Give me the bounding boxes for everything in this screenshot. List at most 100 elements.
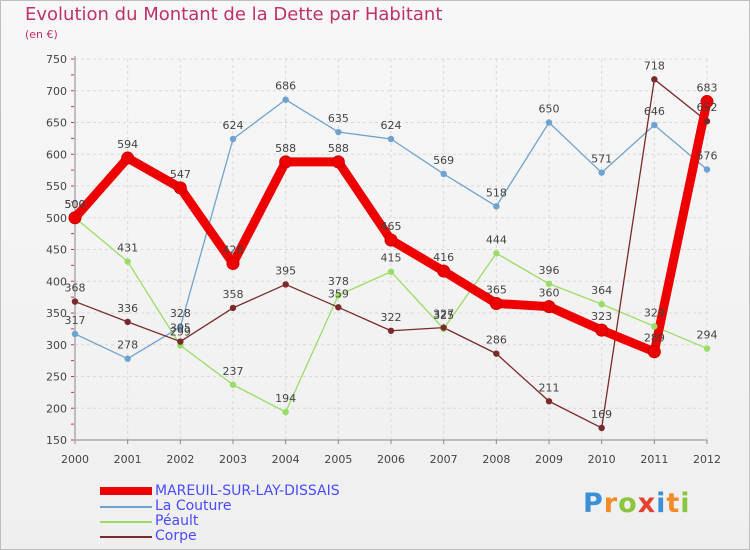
data-label-la-couture: 571	[591, 153, 612, 166]
x-tick-label: 2010	[588, 453, 616, 466]
data-label-mareuil-sur-lay-dissais: 416	[433, 251, 454, 264]
data-point-p-ault	[229, 381, 237, 388]
data-point-p-ault	[545, 280, 553, 287]
data-label-la-couture: 646	[644, 105, 665, 118]
legend-label-mareuil: MAREUIL-SUR-LAY-DISSAIS	[155, 483, 340, 499]
y-tick-label: 450	[46, 244, 67, 257]
y-tick-label: 200	[46, 402, 67, 415]
data-label-mareuil-sur-lay-dissais: 500	[65, 198, 86, 211]
x-tick-label: 2005	[324, 453, 352, 466]
data-point-mareuil-sur-lay-dissais	[68, 211, 82, 225]
x-tick-label: 2009	[535, 453, 563, 466]
data-label-mareuil-sur-lay-dissais: 289	[644, 332, 665, 345]
data-point-la-couture	[229, 135, 237, 143]
data-point-corpe	[598, 424, 605, 432]
data-point-corpe	[651, 76, 658, 83]
data-point-mareuil-sur-lay-dissais	[437, 264, 451, 278]
x-tick-label: 2008	[482, 453, 510, 466]
data-point-corpe	[229, 304, 237, 312]
y-tick-label: 150	[46, 434, 67, 447]
data-point-la-couture	[493, 203, 500, 210]
data-point-mareuil-sur-lay-dissais	[173, 181, 187, 195]
x-tick-label: 2003	[219, 453, 247, 466]
legend-swatch-la-couture	[100, 506, 152, 508]
data-point-mareuil-sur-lay-dissais	[542, 300, 556, 314]
data-point-p-ault	[598, 300, 605, 308]
y-tick-label: 750	[46, 53, 67, 66]
data-label-la-couture: 576	[697, 149, 718, 162]
data-point-la-couture	[545, 119, 553, 126]
data-point-la-couture	[651, 121, 658, 129]
data-label-p-ault: 396	[539, 264, 560, 277]
data-label-corpe: 322	[381, 311, 402, 324]
data-label-p-ault: 299	[170, 325, 191, 338]
data-point-mareuil-sur-lay-dissais	[279, 155, 293, 169]
data-label-corpe: 336	[117, 302, 138, 315]
data-label-la-couture: 650	[539, 103, 560, 116]
data-label-mareuil-sur-lay-dissais: 588	[328, 142, 349, 155]
data-point-corpe	[440, 324, 447, 331]
data-point-p-ault	[651, 323, 658, 330]
proxiti-logo: Proxiti	[583, 488, 691, 519]
data-label-p-ault: 415	[381, 252, 402, 265]
x-tick-label: 2000	[61, 453, 89, 466]
data-label-mareuil-sur-lay-dissais: 588	[275, 142, 296, 155]
data-label-mareuil-sur-lay-dissais: 360	[539, 287, 560, 300]
data-label-mareuil-sur-lay-dissais: 465	[381, 220, 402, 233]
x-tick-label: 2002	[166, 453, 194, 466]
data-label-p-ault: 364	[591, 284, 612, 297]
data-label-la-couture: 569	[433, 154, 454, 167]
data-label-corpe: 718	[644, 59, 665, 72]
x-tick-label: 2012	[693, 453, 721, 466]
data-point-la-couture	[282, 96, 289, 103]
y-tick-label: 300	[46, 339, 67, 352]
legend-swatch-peault	[100, 521, 152, 523]
x-tick-label: 2001	[114, 453, 142, 466]
data-label-mareuil-sur-lay-dissais: 428	[223, 243, 244, 256]
chart-grid	[74, 58, 708, 441]
data-label-la-couture: 317	[65, 314, 86, 327]
y-tick-label: 400	[46, 275, 67, 288]
data-point-la-couture	[177, 323, 184, 331]
data-point-mareuil-sur-lay-dissais	[331, 155, 345, 169]
data-point-corpe	[71, 298, 79, 305]
line-chart: 150 200 250 300 350 400 450 500 550 600 650 700 750 2…	[46, 53, 721, 466]
data-label-corpe: 286	[486, 334, 507, 347]
y-tick-label: 650	[46, 117, 67, 130]
data-point-p-ault	[335, 292, 342, 299]
data-label-mareuil-sur-lay-dissais: 594	[117, 138, 138, 151]
data-point-mareuil-sur-lay-dissais	[226, 256, 240, 270]
data-point-la-couture	[335, 128, 342, 136]
data-label-p-ault: 431	[117, 242, 138, 255]
data-point-p-ault	[387, 268, 395, 275]
data-label-p-ault: 329	[644, 306, 665, 319]
legend-swatch-mareuil	[100, 487, 152, 495]
legend-label-corpe: Corpe	[155, 528, 197, 544]
data-label-p-ault: 378	[328, 275, 349, 288]
data-label-mareuil-sur-lay-dissais: 683	[697, 82, 718, 95]
data-label-mareuil-sur-lay-dissais: 323	[591, 310, 612, 323]
data-label-corpe: 211	[539, 381, 560, 394]
data-label-la-couture: 278	[117, 339, 138, 352]
data-label-la-couture: 635	[328, 112, 349, 125]
legend-label-la-couture: La Couture	[155, 498, 232, 514]
data-point-la-couture	[598, 169, 605, 176]
y-tick-label: 250	[46, 371, 67, 384]
data-label-corpe: 305	[170, 322, 191, 335]
y-tick-label: 600	[46, 148, 67, 161]
data-label-corpe: 395	[275, 264, 296, 277]
y-tick-label: 500	[46, 212, 67, 225]
data-label-la-couture: 624	[223, 119, 244, 132]
x-tick-label: 2007	[430, 453, 458, 466]
data-point-p-ault	[124, 258, 131, 265]
data-point-mareuil-sur-lay-dissais	[647, 345, 661, 359]
data-label-mareuil-sur-lay-dissais: 365	[486, 283, 507, 296]
data-label-la-couture: 624	[381, 119, 402, 132]
data-label-corpe: 327	[433, 308, 454, 321]
data-point-la-couture	[387, 135, 395, 143]
data-label-p-ault: 500	[65, 198, 86, 211]
data-label-mareuil-sur-lay-dissais: 547	[170, 168, 191, 181]
data-label-la-couture: 518	[486, 186, 507, 199]
data-point-p-ault	[282, 408, 289, 416]
x-tick-label: 2011	[640, 453, 668, 466]
